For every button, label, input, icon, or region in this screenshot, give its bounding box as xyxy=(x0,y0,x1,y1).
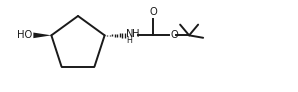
Polygon shape xyxy=(33,33,51,38)
Text: O: O xyxy=(149,7,157,17)
Text: HO: HO xyxy=(17,30,32,40)
Text: H: H xyxy=(132,29,139,39)
Text: O: O xyxy=(170,30,178,40)
Text: H: H xyxy=(127,36,133,45)
Text: N: N xyxy=(126,29,134,39)
